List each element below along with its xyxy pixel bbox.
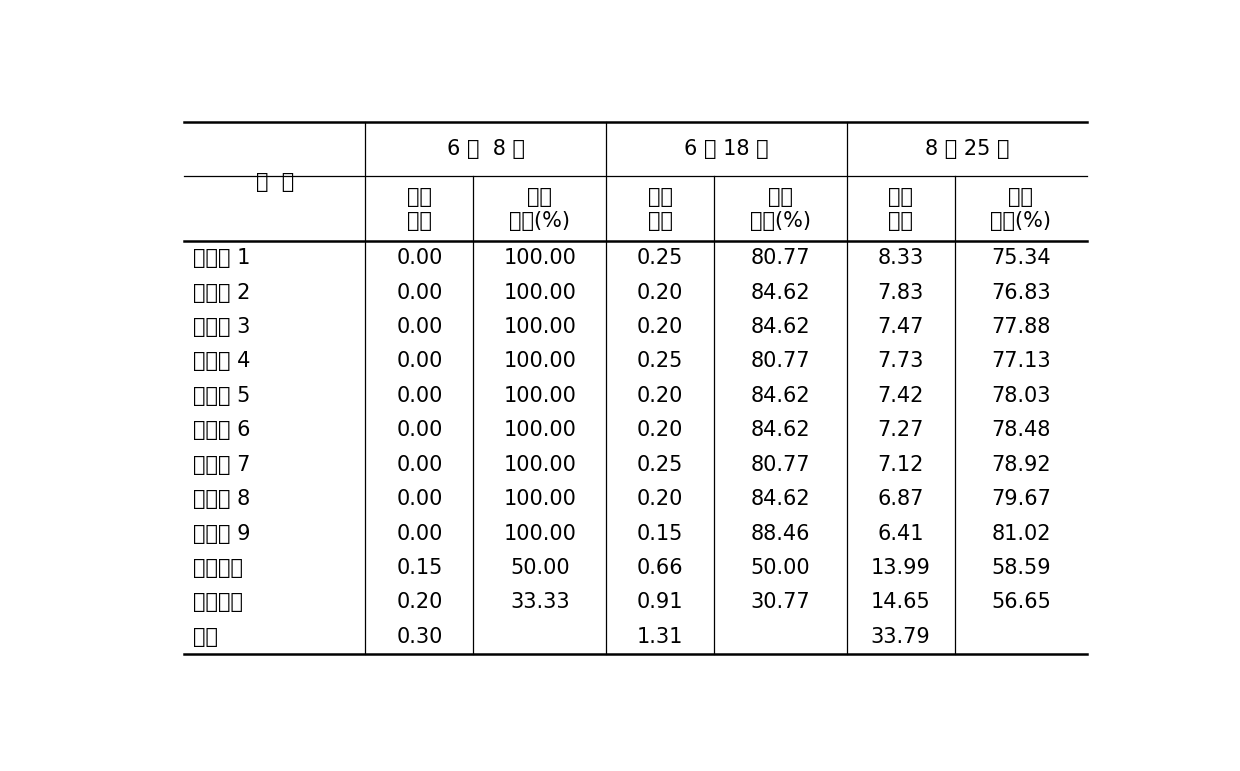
Text: 0.20: 0.20 bbox=[637, 386, 683, 406]
Text: 50.00: 50.00 bbox=[510, 558, 569, 578]
Text: 0.20: 0.20 bbox=[637, 283, 683, 302]
Text: 8.33: 8.33 bbox=[878, 248, 924, 268]
Text: 7.27: 7.27 bbox=[878, 420, 924, 440]
Text: 78.92: 78.92 bbox=[991, 455, 1050, 475]
Text: 79.67: 79.67 bbox=[991, 489, 1050, 509]
Text: 0.00: 0.00 bbox=[397, 352, 443, 372]
Text: 84.62: 84.62 bbox=[750, 283, 810, 302]
Text: 0.20: 0.20 bbox=[397, 592, 443, 612]
Text: 6 月  8 日: 6 月 8 日 bbox=[446, 139, 525, 159]
Text: 防治: 防治 bbox=[768, 187, 792, 207]
Text: 0.15: 0.15 bbox=[637, 524, 683, 544]
Text: 100.00: 100.00 bbox=[503, 489, 577, 509]
Text: 0.25: 0.25 bbox=[637, 455, 683, 475]
Text: 77.13: 77.13 bbox=[991, 352, 1050, 372]
Text: 0.00: 0.00 bbox=[397, 283, 443, 302]
Text: 100.00: 100.00 bbox=[503, 455, 577, 475]
Text: 实施例 1: 实施例 1 bbox=[193, 248, 250, 268]
Text: 效果(%): 效果(%) bbox=[510, 211, 570, 231]
Text: 0.25: 0.25 bbox=[637, 352, 683, 372]
Text: 100.00: 100.00 bbox=[503, 317, 577, 337]
Text: 56.65: 56.65 bbox=[991, 592, 1050, 612]
Text: 病情: 病情 bbox=[407, 187, 432, 207]
Text: 80.77: 80.77 bbox=[750, 248, 810, 268]
Text: 6.87: 6.87 bbox=[878, 489, 924, 509]
Text: 实施例 2: 实施例 2 bbox=[193, 283, 250, 302]
Text: 58.59: 58.59 bbox=[991, 558, 1050, 578]
Text: 100.00: 100.00 bbox=[503, 352, 577, 372]
Text: 效果(%): 效果(%) bbox=[750, 211, 811, 231]
Text: 实施例 7: 实施例 7 bbox=[193, 455, 250, 475]
Text: 81.02: 81.02 bbox=[991, 524, 1050, 544]
Text: 0.25: 0.25 bbox=[637, 248, 683, 268]
Text: 76.83: 76.83 bbox=[991, 283, 1050, 302]
Text: 对照: 对照 bbox=[193, 627, 218, 647]
Text: 0.00: 0.00 bbox=[397, 420, 443, 440]
Text: 100.00: 100.00 bbox=[503, 248, 577, 268]
Text: 指数: 指数 bbox=[407, 211, 432, 231]
Text: 化学药剂: 化学药剂 bbox=[193, 592, 243, 612]
Text: 7.73: 7.73 bbox=[878, 352, 924, 372]
Text: 0.20: 0.20 bbox=[637, 317, 683, 337]
Text: 0.00: 0.00 bbox=[397, 524, 443, 544]
Text: 生物药剂: 生物药剂 bbox=[193, 558, 243, 578]
Text: 84.62: 84.62 bbox=[750, 489, 810, 509]
Text: 0.00: 0.00 bbox=[397, 248, 443, 268]
Text: 33.33: 33.33 bbox=[510, 592, 569, 612]
Text: 防治: 防治 bbox=[527, 187, 552, 207]
Text: 0.20: 0.20 bbox=[637, 489, 683, 509]
Text: 实施例 8: 实施例 8 bbox=[193, 489, 250, 509]
Text: 7.12: 7.12 bbox=[878, 455, 924, 475]
Text: 处  理: 处 理 bbox=[255, 172, 294, 191]
Text: 病情: 病情 bbox=[647, 187, 672, 207]
Text: 1.31: 1.31 bbox=[637, 627, 683, 647]
Text: 80.77: 80.77 bbox=[750, 455, 810, 475]
Text: 30.77: 30.77 bbox=[750, 592, 810, 612]
Text: 0.20: 0.20 bbox=[637, 420, 683, 440]
Text: 77.88: 77.88 bbox=[991, 317, 1050, 337]
Text: 实施例 6: 实施例 6 bbox=[193, 420, 250, 440]
Text: 14.65: 14.65 bbox=[870, 592, 930, 612]
Text: 84.62: 84.62 bbox=[750, 317, 810, 337]
Text: 病情: 病情 bbox=[888, 187, 913, 207]
Text: 8 月 25 日: 8 月 25 日 bbox=[925, 139, 1009, 159]
Text: 88.46: 88.46 bbox=[750, 524, 810, 544]
Text: 100.00: 100.00 bbox=[503, 420, 577, 440]
Text: 实施例 4: 实施例 4 bbox=[193, 352, 250, 372]
Text: 84.62: 84.62 bbox=[750, 386, 810, 406]
Text: 78.03: 78.03 bbox=[991, 386, 1050, 406]
Text: 0.66: 0.66 bbox=[636, 558, 683, 578]
Text: 7.42: 7.42 bbox=[878, 386, 924, 406]
Text: 100.00: 100.00 bbox=[503, 386, 577, 406]
Text: 100.00: 100.00 bbox=[503, 524, 577, 544]
Text: 0.00: 0.00 bbox=[397, 317, 443, 337]
Text: 84.62: 84.62 bbox=[750, 420, 810, 440]
Text: 6.41: 6.41 bbox=[878, 524, 924, 544]
Text: 80.77: 80.77 bbox=[750, 352, 810, 372]
Text: 防治: 防治 bbox=[1008, 187, 1033, 207]
Text: 0.00: 0.00 bbox=[397, 386, 443, 406]
Text: 100.00: 100.00 bbox=[503, 283, 577, 302]
Text: 78.48: 78.48 bbox=[991, 420, 1050, 440]
Text: 7.47: 7.47 bbox=[878, 317, 924, 337]
Text: 0.30: 0.30 bbox=[397, 627, 443, 647]
Text: 指数: 指数 bbox=[647, 211, 672, 231]
Text: 效果(%): 效果(%) bbox=[991, 211, 1052, 231]
Text: 7.83: 7.83 bbox=[878, 283, 924, 302]
Text: 0.15: 0.15 bbox=[397, 558, 443, 578]
Text: 13.99: 13.99 bbox=[870, 558, 930, 578]
Text: 0.00: 0.00 bbox=[397, 489, 443, 509]
Text: 6 月 18 日: 6 月 18 日 bbox=[684, 139, 769, 159]
Text: 75.34: 75.34 bbox=[991, 248, 1050, 268]
Text: 实施例 9: 实施例 9 bbox=[193, 524, 250, 544]
Text: 实施例 5: 实施例 5 bbox=[193, 386, 250, 406]
Text: 0.00: 0.00 bbox=[397, 455, 443, 475]
Text: 50.00: 50.00 bbox=[750, 558, 810, 578]
Text: 0.91: 0.91 bbox=[637, 592, 683, 612]
Text: 指数: 指数 bbox=[888, 211, 913, 231]
Text: 33.79: 33.79 bbox=[870, 627, 930, 647]
Text: 实施例 3: 实施例 3 bbox=[193, 317, 250, 337]
